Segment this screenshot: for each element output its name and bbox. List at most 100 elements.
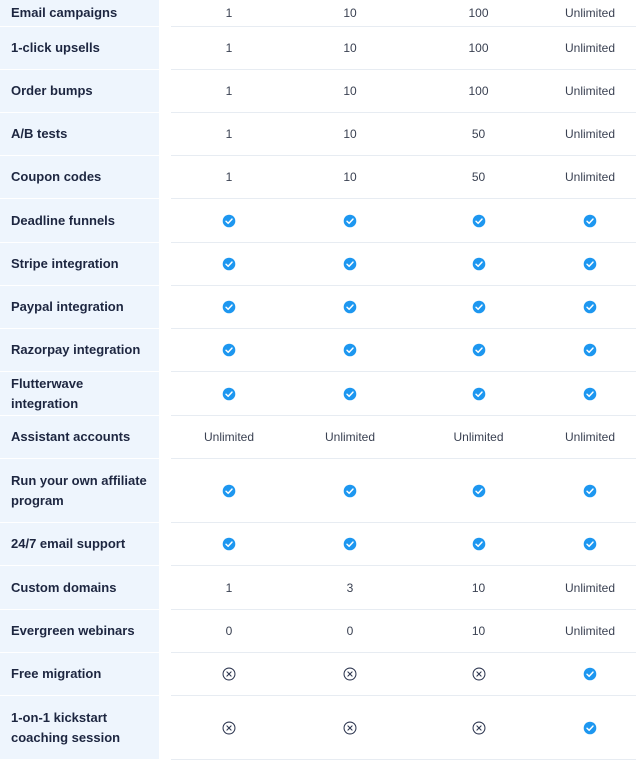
- feature-label: Deadline funnels: [0, 199, 159, 243]
- check-circle-icon: [171, 243, 287, 285]
- feature-label: A/B tests: [0, 113, 159, 156]
- check-circle-icon: [287, 523, 413, 565]
- plan-value: Unlimited: [564, 580, 615, 595]
- check-circle-icon: [287, 199, 413, 242]
- feature-label: Order bumps: [0, 70, 159, 113]
- plan-value: 1: [225, 127, 233, 141]
- check-circle-icon: [544, 459, 636, 522]
- table-row: Stripe integration: [0, 243, 636, 286]
- feature-label: Razorpay integration: [0, 329, 159, 372]
- plan-value: 100: [468, 41, 489, 55]
- check-circle-icon: [413, 459, 544, 522]
- plan-value: Unlimited: [564, 127, 615, 141]
- table-row: Order bumps 1 10 100 Unlimited: [0, 70, 636, 113]
- plan-value: 1: [225, 170, 233, 184]
- plan-value: 100: [468, 6, 489, 20]
- check-circle-icon: [287, 243, 413, 285]
- feature-label: Coupon codes: [0, 156, 159, 199]
- x-circle-icon: [413, 696, 544, 759]
- plan-value: Unlimited: [564, 6, 615, 20]
- check-circle-icon: [544, 523, 636, 565]
- x-circle-icon: [171, 653, 287, 695]
- check-circle-icon: [171, 199, 287, 242]
- check-circle-icon: [544, 199, 636, 242]
- x-circle-icon: [287, 653, 413, 695]
- feature-label: Custom domains: [0, 566, 159, 610]
- plan-value: 1: [225, 84, 233, 98]
- check-circle-icon: [413, 372, 544, 415]
- feature-label: Assistant accounts: [0, 416, 159, 459]
- check-circle-icon: [544, 286, 636, 328]
- check-circle-icon: [413, 199, 544, 242]
- plan-value: Unlimited: [564, 170, 615, 184]
- plan-value: 50: [471, 127, 486, 141]
- check-circle-icon: [544, 653, 636, 695]
- table-row: Run your own affiliate program: [0, 459, 636, 523]
- table-row: Deadline funnels: [0, 199, 636, 243]
- table-row: Free migration: [0, 653, 636, 696]
- plan-value: 10: [343, 170, 357, 184]
- check-circle-icon: [287, 459, 413, 522]
- plan-value: Unlimited: [564, 41, 615, 55]
- plan-value: 100: [468, 84, 489, 98]
- plan-value: 10: [471, 624, 486, 638]
- plan-value: 1: [225, 580, 233, 595]
- check-circle-icon: [171, 286, 287, 328]
- check-circle-icon: [413, 286, 544, 328]
- check-circle-icon: [413, 243, 544, 285]
- feature-label: Stripe integration: [0, 243, 159, 286]
- plan-value: 1: [225, 6, 233, 20]
- x-circle-icon: [287, 696, 413, 759]
- feature-label: 24/7 email support: [0, 523, 159, 566]
- table-row: Flutterwave integration: [0, 372, 636, 416]
- plan-value: 10: [343, 84, 357, 98]
- x-circle-icon: [171, 696, 287, 759]
- check-circle-icon: [413, 523, 544, 565]
- plan-value: 10: [343, 127, 357, 141]
- table-row: Razorpay integration: [0, 329, 636, 372]
- feature-label: Email campaigns: [0, 0, 159, 27]
- table-row: 1-on-1 kickstart coaching session: [0, 696, 636, 760]
- plan-value: 10: [343, 6, 357, 20]
- check-circle-icon: [171, 329, 287, 371]
- plan-value: 3: [346, 580, 354, 595]
- plan-value: Unlimited: [564, 84, 615, 98]
- check-circle-icon: [171, 372, 287, 415]
- plan-value: Unlimited: [564, 430, 615, 444]
- table-row: Email campaigns 1 10 100 Unlimited: [0, 0, 636, 27]
- check-circle-icon: [171, 523, 287, 565]
- feature-label: 1-on-1 kickstart coaching session: [0, 696, 159, 760]
- table-row: Coupon codes 1 10 50 Unlimited: [0, 156, 636, 199]
- check-circle-icon: [544, 696, 636, 759]
- plan-value: Unlimited: [203, 430, 254, 444]
- feature-label: Paypal integration: [0, 286, 159, 329]
- table-row: 1-click upsells 1 10 100 Unlimited: [0, 27, 636, 70]
- check-circle-icon: [544, 243, 636, 285]
- check-circle-icon: [287, 372, 413, 415]
- check-circle-icon: [544, 372, 636, 415]
- plan-value: Unlimited: [564, 624, 615, 638]
- plan-value: 1: [225, 41, 233, 55]
- table-row: A/B tests 1 10 50 Unlimited: [0, 113, 636, 156]
- plan-value: 0: [225, 624, 233, 638]
- plan-value: 0: [346, 624, 354, 638]
- plan-value: 10: [343, 41, 357, 55]
- check-circle-icon: [171, 459, 287, 522]
- check-circle-icon: [544, 329, 636, 371]
- plan-value: Unlimited: [453, 430, 504, 444]
- feature-label: Run your own affiliate program: [0, 459, 159, 523]
- table-row: 24/7 email support: [0, 523, 636, 566]
- table-row: Evergreen webinars 0 0 10 Unlimited: [0, 610, 636, 653]
- plan-value: Unlimited: [324, 430, 375, 444]
- plan-value: 50: [471, 170, 486, 184]
- table-row: Paypal integration: [0, 286, 636, 329]
- feature-label: Evergreen webinars: [0, 610, 159, 653]
- feature-label: Flutterwave integration: [0, 372, 159, 416]
- table-row: Assistant accounts Unlimited Unlimited Unli…: [0, 416, 636, 459]
- feature-label: 1-click upsells: [0, 27, 159, 70]
- plan-value: 10: [471, 580, 486, 595]
- x-circle-icon: [413, 653, 544, 695]
- check-circle-icon: [413, 329, 544, 371]
- feature-label: Free migration: [0, 653, 159, 696]
